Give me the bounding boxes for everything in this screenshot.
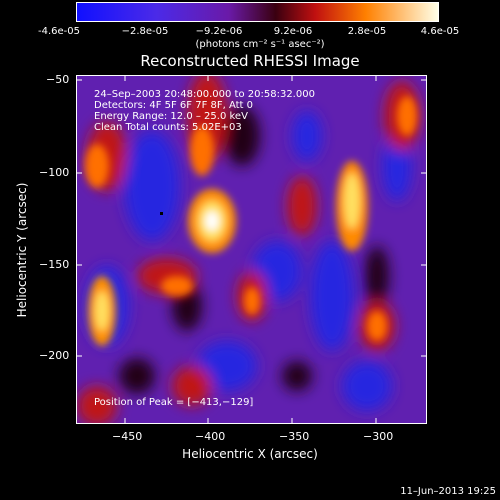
ytick-label-3: −150	[39, 258, 70, 271]
rhessi-image	[76, 75, 427, 424]
ytick-label-1: −50	[46, 73, 70, 86]
colorbar	[76, 2, 439, 22]
ytick-label-2: −100	[39, 166, 70, 179]
colorbar-label-4: 9.2e-06	[273, 26, 313, 37]
info-detectors: Detectors: 4F 5F 6F 7F 8F, Att 0	[94, 100, 254, 111]
xtick-label-1: −450	[112, 430, 143, 443]
colorbar-label-5: 2.8e-05	[347, 26, 387, 37]
info-energy: Energy Range: 12.0 – 25.0 keV	[94, 111, 248, 122]
xtick-label-2: −400	[195, 430, 226, 443]
y-axis-label: Heliocentric Y (arcsec)	[15, 182, 29, 318]
info-clean: Clean Total counts: 5.02E+03	[94, 122, 242, 133]
x-axis-label: Heliocentric X (arcsec)	[182, 447, 318, 461]
colorbar-label-3: −9.2e-06	[195, 26, 243, 37]
colorbar-label-1: -4.6e-05	[38, 26, 80, 37]
colorbar-gradient	[77, 3, 438, 21]
xtick-label-4: −300	[363, 430, 394, 443]
info-time: 24–Sep–2003 20:48:00.000 to 20:58:32.000	[94, 89, 315, 100]
ytick-label-4: −200	[39, 349, 70, 362]
plot-title: Reconstructed RHESSI Image	[140, 52, 360, 70]
colorbar-label-6: 4.6e-05	[420, 26, 460, 37]
colorbar-units: (photons cm⁻² s⁻¹ asec⁻²)	[195, 39, 325, 50]
info-peak: Position of Peak = [−413,−129]	[94, 397, 254, 408]
rhessi-map	[77, 76, 426, 423]
colorbar-label-2: −2.8e-05	[121, 26, 169, 37]
xtick-label-3: −350	[279, 430, 310, 443]
timestamp: 11–Jun–2013 19:25	[400, 486, 496, 497]
